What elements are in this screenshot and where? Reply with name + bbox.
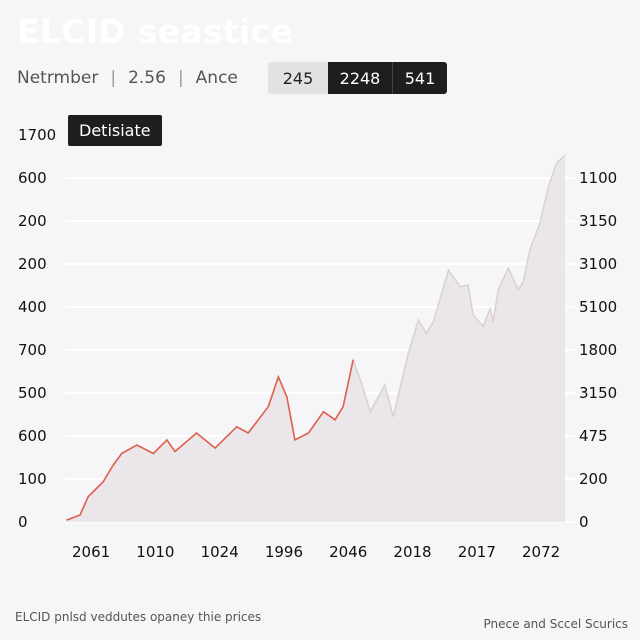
data-point <box>408 353 409 354</box>
divider: | <box>177 68 184 88</box>
tooltip-badge: Detisiate <box>68 115 162 146</box>
data-point <box>113 465 114 466</box>
data-point <box>361 383 362 384</box>
chart-title: ELCID seastice <box>17 12 294 51</box>
footer-source: Pnece and Sccel Scurics <box>483 617 628 631</box>
data-point <box>529 249 530 250</box>
data-point <box>166 439 167 440</box>
data-point <box>418 319 419 320</box>
x-tick-label: 2061 <box>72 543 111 561</box>
footer-caption: ELCID pnlsd veddutes opaney thie prices <box>15 610 262 624</box>
data-point <box>518 289 519 290</box>
range-segmented-control: 245 2248 541 <box>268 62 447 94</box>
y-left-tick-label: 200 <box>18 212 47 230</box>
y-right-tick-label: 200 <box>579 470 608 488</box>
data-point <box>268 406 269 407</box>
data-point <box>308 432 309 433</box>
data-point <box>508 268 509 269</box>
data-point <box>539 223 540 224</box>
data-point <box>87 496 88 497</box>
data-point <box>548 186 549 187</box>
y-left-tick-label: 400 <box>18 298 47 316</box>
data-point <box>103 481 104 482</box>
data-point <box>564 155 565 156</box>
stat-label: Netrmber <box>17 68 99 88</box>
data-point <box>353 359 354 360</box>
y-left-tick-label: 600 <box>18 169 47 187</box>
data-point <box>490 308 491 309</box>
x-tick-label: 1996 <box>264 543 304 561</box>
segment-option[interactable]: 2248 <box>328 62 393 94</box>
data-point <box>248 432 249 433</box>
data-point <box>433 321 434 322</box>
stat-value: 2.56 <box>128 68 166 88</box>
x-tick-label: 2046 <box>329 543 368 561</box>
data-point <box>448 269 449 270</box>
y-left-tick-label: 1700 <box>18 126 57 144</box>
y-right-tick-label: 3100 <box>579 255 618 273</box>
x-tick-label: 2017 <box>457 543 496 561</box>
data-point <box>286 396 287 397</box>
data-point <box>236 426 237 427</box>
data-point <box>343 406 344 407</box>
data-point <box>483 326 484 327</box>
series-line-highlight <box>66 359 354 521</box>
x-tick-label: 1024 <box>200 543 239 561</box>
data-point <box>523 281 524 282</box>
y-left-tick-label: 0 <box>18 513 28 531</box>
y-right-tick-label: 475 <box>579 427 608 445</box>
x-tick-label: 1010 <box>136 543 175 561</box>
data-point <box>136 444 137 445</box>
y-left-tick-label: 700 <box>18 341 47 359</box>
data-point <box>426 333 427 334</box>
data-point <box>384 384 385 385</box>
segment-option[interactable]: 245 <box>268 62 328 94</box>
y-left-tick-label: 500 <box>18 384 47 402</box>
y-left-tick-label: 200 <box>18 255 47 273</box>
y-right-tick-label: 1100 <box>579 169 618 187</box>
data-point <box>556 163 557 164</box>
data-point <box>196 432 197 433</box>
data-point <box>121 453 122 454</box>
data-point <box>323 411 324 412</box>
data-point <box>334 419 335 420</box>
data-point <box>493 321 494 322</box>
stat-label: Ance <box>195 68 238 88</box>
y-left-tick-label: 600 <box>18 427 47 445</box>
data-point <box>278 376 279 377</box>
data-point <box>473 314 474 315</box>
y-right-tick-label: 5100 <box>579 298 618 316</box>
data-point <box>393 416 394 417</box>
x-tick-label: 2072 <box>522 543 561 561</box>
y-right-tick-label: 1800 <box>579 341 618 359</box>
series-area <box>66 155 565 522</box>
segment-option[interactable]: 541 <box>393 62 447 94</box>
y-right-tick-label: 3150 <box>579 212 618 230</box>
x-tick-label: 2018 <box>393 543 432 561</box>
data-point <box>214 447 215 448</box>
data-point <box>370 411 371 412</box>
data-point <box>294 439 295 440</box>
data-point <box>153 453 154 454</box>
y-right-tick-label: 0 <box>579 513 589 531</box>
data-point <box>174 451 175 452</box>
data-point <box>66 519 67 520</box>
y-right-tick-label: 3150 <box>579 384 618 402</box>
data-point <box>79 514 80 515</box>
data-point <box>498 289 499 290</box>
y-left-tick-label: 100 <box>18 470 47 488</box>
stats-bar: Netrmber | 2.56 | Ance <box>17 68 238 88</box>
data-point <box>468 285 469 286</box>
divider: | <box>110 68 117 88</box>
data-point <box>459 286 460 287</box>
